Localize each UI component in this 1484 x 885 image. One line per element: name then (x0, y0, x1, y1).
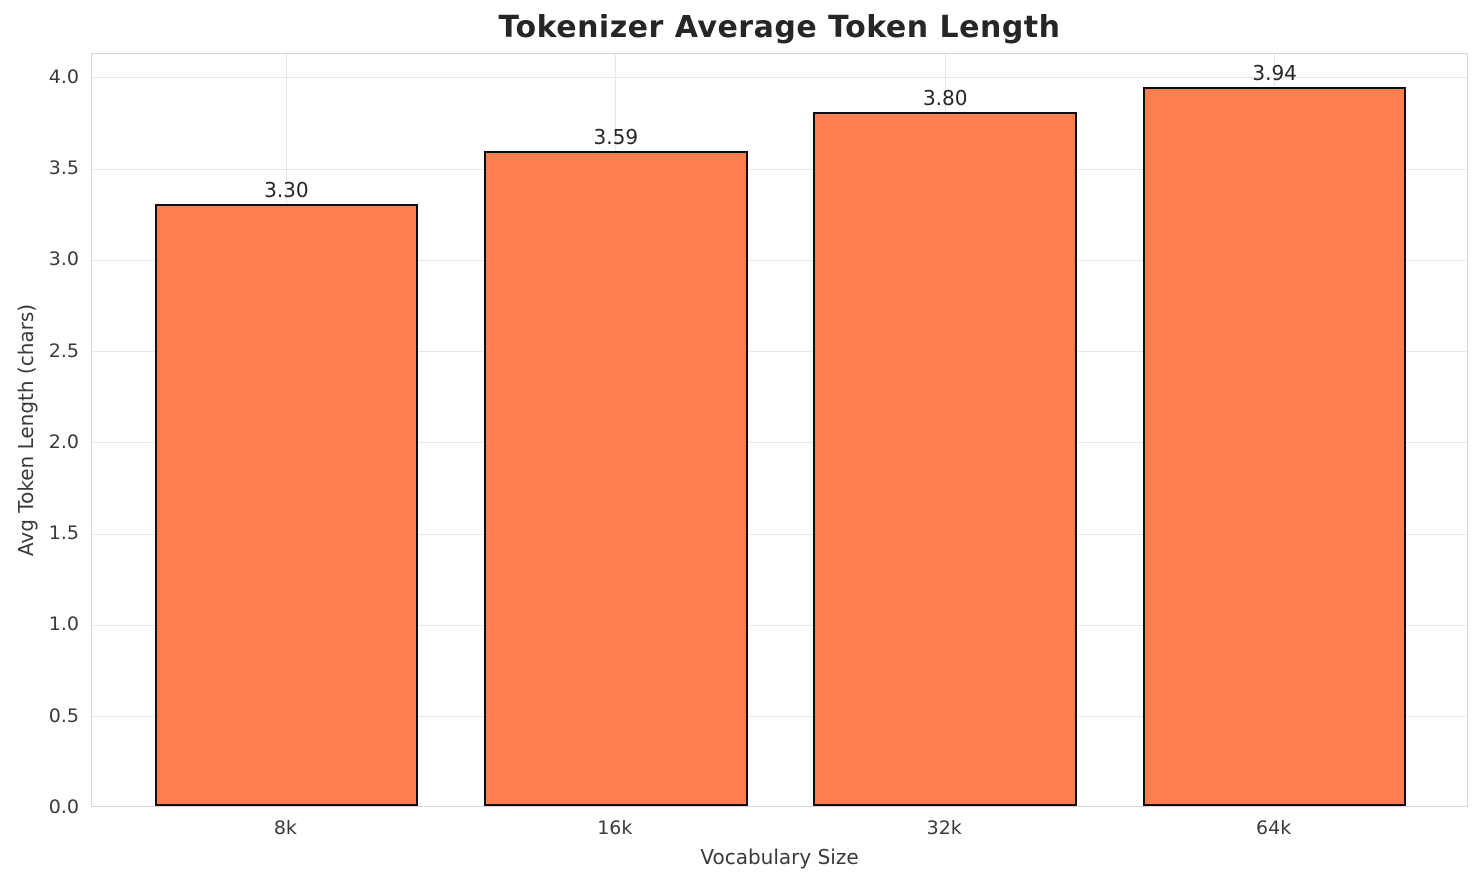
bar-value-8k: 3.30 (264, 177, 309, 202)
h-gridline-2.0 (92, 442, 1467, 444)
y-tick-4.0: 4.0 (48, 65, 79, 88)
y-tick-2.0: 2.0 (48, 430, 79, 453)
bar-value-16k: 3.59 (593, 124, 639, 149)
h-gridline-1.0 (92, 624, 1467, 626)
bar-64k (1142, 86, 1407, 806)
y-tick-3.5: 3.5 (48, 157, 79, 180)
bar-16k (484, 150, 748, 806)
x-axis-label: Vocabulary Size (700, 845, 859, 869)
h-gridline-3.0 (92, 259, 1467, 261)
x-tick-16k: 16k (597, 817, 633, 839)
x-tick-8k: 8k (273, 817, 297, 839)
chart-title: Tokenizer Average Token Length (498, 10, 1061, 45)
h-gridline-1.5 (92, 533, 1467, 535)
x-tick-32k: 32k (926, 817, 962, 839)
y-tick-0.5: 0.5 (48, 704, 79, 727)
y-tick-1.5: 1.5 (48, 522, 79, 545)
plot-area: 3.30 3.59 3.80 3.94 (91, 53, 1468, 807)
h-gridline-2.5 (92, 351, 1467, 353)
h-gridline-3.5 (92, 168, 1467, 170)
bar-value-64k: 3.94 (1252, 60, 1297, 85)
y-tick-3.0: 3.0 (48, 248, 79, 271)
y-tick-0.0: 0.0 (48, 796, 79, 818)
x-tick-64k: 64k (1256, 817, 1292, 839)
bar-8k (154, 203, 419, 806)
y-tick-1.0: 1.0 (48, 613, 79, 636)
h-gridline-0.5 (92, 716, 1467, 718)
bar-32k (813, 112, 1077, 806)
h-gridline-4.0 (92, 77, 1467, 79)
bar-value-32k: 3.80 (922, 86, 968, 111)
y-tick-2.5: 2.5 (48, 339, 79, 362)
